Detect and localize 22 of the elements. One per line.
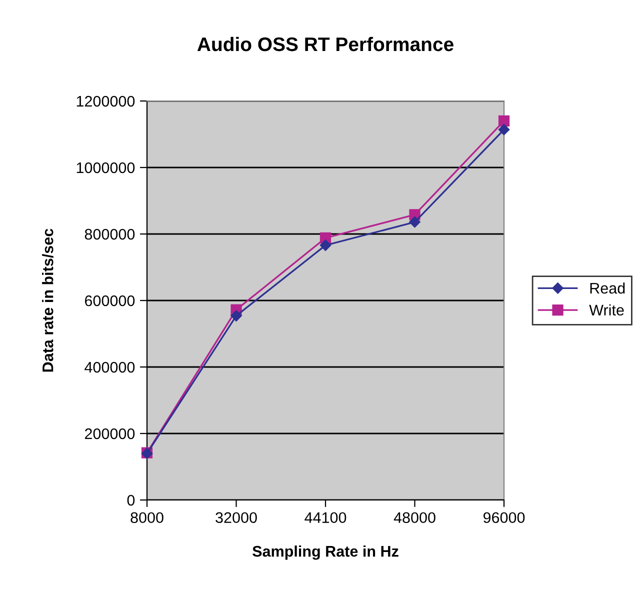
x-tick-label: 44100 [304,512,346,524]
y-axis-title: Data rate in bits/sec [42,228,54,372]
point [498,115,510,127]
y-tick-label: 1000000 [76,162,135,174]
point [230,310,242,322]
x-tick-label: 96000 [483,512,525,524]
legend-label: Write [589,304,624,316]
x-axis-title: Sampling Rate in Hz [252,545,398,560]
x-tick-label: 32000 [216,512,257,524]
y-tick-label: 1200000 [76,96,135,107]
x-tick-label: 48000 [394,512,436,524]
legend-label: Read [590,282,625,294]
chart-title: Audio OSS RT Performance [197,36,454,52]
point [498,124,510,136]
y-tick-label: 800000 [84,228,135,240]
y-tick-label: 200000 [84,428,135,440]
point [320,240,332,251]
y-tick-label: 0 [127,494,135,506]
x-tick-label: 8000 [130,512,164,524]
y-tick-label: 400000 [84,362,135,373]
point [409,216,420,228]
y-tick-label: 600000 [84,295,135,306]
